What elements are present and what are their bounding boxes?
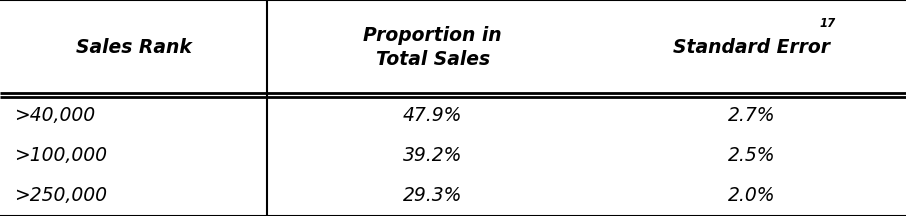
Text: 29.3%: 29.3% <box>403 186 462 205</box>
Text: >250,000: >250,000 <box>14 186 107 205</box>
Text: 39.2%: 39.2% <box>403 146 462 165</box>
Text: Standard Error: Standard Error <box>673 38 831 57</box>
Text: 2.5%: 2.5% <box>728 146 776 165</box>
Text: 2.7%: 2.7% <box>728 106 776 125</box>
Text: 47.9%: 47.9% <box>403 106 462 125</box>
Text: Sales Rank: Sales Rank <box>76 38 191 57</box>
Text: 17: 17 <box>820 17 836 30</box>
Text: >100,000: >100,000 <box>14 146 107 165</box>
Text: >40,000: >40,000 <box>14 106 95 125</box>
Text: Proportion in
Total Sales: Proportion in Total Sales <box>363 26 502 69</box>
Text: 2.0%: 2.0% <box>728 186 776 205</box>
